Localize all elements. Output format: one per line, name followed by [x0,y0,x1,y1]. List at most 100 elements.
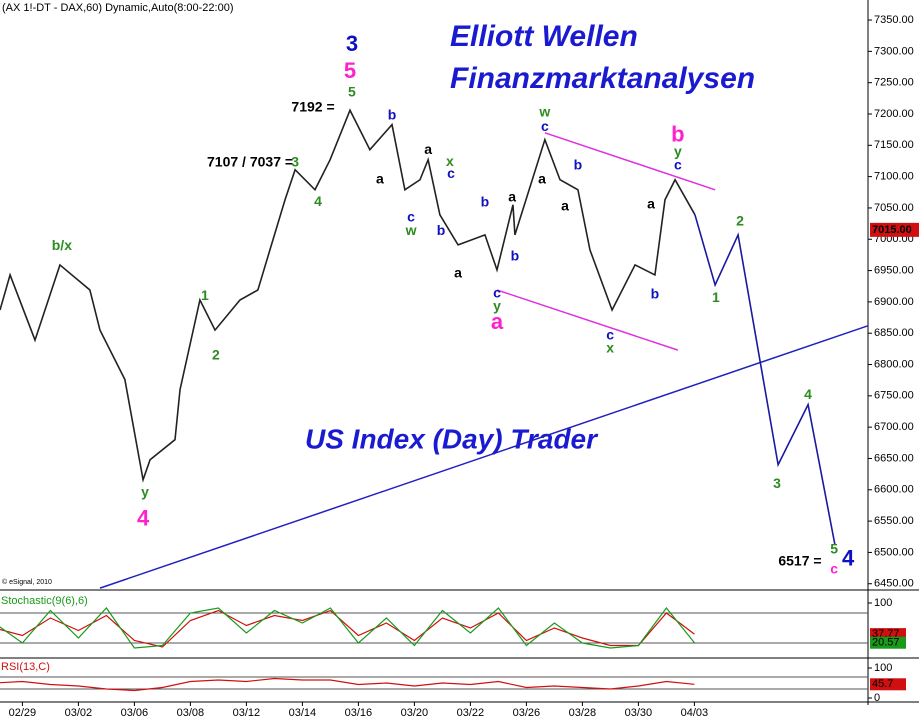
y-tick-label: 6450.00 [874,578,914,590]
series-line [0,677,695,692]
title: Elliott Wellen [450,20,638,53]
wave-label: a [561,197,569,213]
x-tick-label: 03/12 [233,707,261,719]
series-line [694,214,836,546]
wave-label: 3 [346,31,358,56]
wave-label: 4 [314,193,322,209]
wave-label: c [407,209,415,225]
wave-label: a [376,170,384,186]
y-tick-label: 6850.00 [874,327,914,339]
wave-label: 4 [137,506,150,531]
series-line [0,607,695,649]
wave-label: 6517 = [778,553,821,569]
y-tick-label: 7350.00 [874,14,914,26]
y-tick-label: 6800.00 [874,358,914,370]
y-tick-label: 7050.00 [874,202,914,214]
wave-label: b [574,157,583,173]
y-tick-label: 6700.00 [874,421,914,433]
trend-line [544,132,716,191]
wave-label: 3 [291,154,299,170]
wave-label: a [454,264,462,280]
y-tick-label: 6600.00 [874,484,914,496]
value-tag-label: 45.7 [872,678,893,690]
wave-label: c [493,284,501,300]
wave-label: 7107 / 7037 = [207,154,293,170]
wave-label: b [671,122,684,147]
wave-label: b [481,194,490,210]
wave-label: a [424,141,432,157]
wave-label: y [493,298,501,314]
wave-label: w [538,103,550,119]
x-tick-label: 02/29 [9,707,37,719]
value-tag [870,678,906,691]
y-tick-label: 6550.00 [874,515,914,527]
wave-label: x [446,153,454,169]
wave-label: 1 [712,289,720,305]
x-tick-label: 03/28 [569,707,597,719]
value-tag-label: 20.57 [872,637,900,649]
panel-title: Stochastic(9(6),6) [1,595,88,607]
wave-label: c [541,118,549,134]
wave-label: c [447,165,455,181]
price-tag [870,222,919,237]
wave-label: 5 [348,83,356,99]
x-tick-label: 03/20 [401,707,429,719]
x-tick-label: 03/26 [513,707,541,719]
trend-line [99,324,868,589]
wave-label: b [388,107,397,123]
subtitle: Finanzmarktanalysen [450,62,755,95]
wave-label: 2 [736,212,744,228]
x-tick-label: 03/06 [121,707,149,719]
wave-label: 1 [201,287,209,303]
x-tick-label: 03/30 [625,707,653,719]
wave-label: 5 [830,541,838,557]
wave-label: b [437,222,446,238]
credit: © eSignal, 2010 [2,578,52,586]
panel-title: RSI(13,C) [1,661,50,673]
wave-label: 4 [804,386,812,402]
y-tick-label: 7150.00 [874,139,914,151]
header: (AX 1!-DT - DAX,60) Dynamic,Auto(8:00-22… [2,2,234,14]
x-tick-label: 03/22 [457,707,485,719]
price-tag-label: 7015.00 [872,224,912,236]
wave-label: y [674,143,682,159]
trend-line [496,289,679,351]
y-tick-label: 6900.00 [874,296,914,308]
y-tick-label: 7250.00 [874,77,914,89]
wave-label: b [511,247,520,263]
wave-label: 2 [212,346,220,362]
y-tick-label: 6950.00 [874,264,914,276]
y-tick-label: 100 [874,597,892,609]
wave-label: x [606,340,614,356]
wave-label: b/x [52,237,72,253]
wave-label: c [830,561,838,577]
y-tick-label: 100 [874,662,892,674]
x-tick-label: 03/14 [289,707,317,719]
wave-label: b [651,286,660,302]
x-tick-label: 04/03 [681,707,709,719]
wave-label: a [647,196,655,212]
wave-label: 4 [842,546,855,571]
wave-label: 3 [773,475,781,491]
x-tick-label: 03/02 [65,707,93,719]
y-tick-label: 6750.00 [874,390,914,402]
wave-label: 5 [344,58,356,83]
series-line [0,609,695,648]
y-tick-label: 7200.00 [874,108,914,120]
wave-label: 7192 = [291,98,334,114]
wave-label: a [491,309,504,334]
wave-label: c [606,326,614,342]
wave-label: c [674,157,682,173]
plot-area [0,108,868,589]
x-tick-label: 03/16 [345,707,373,719]
x-tick-label: 03/08 [177,707,205,719]
wave-label: w [405,222,417,238]
wave-label: y [141,484,149,500]
y-tick-label: 0 [874,692,880,704]
value-tag [870,636,906,649]
banner: US Index (Day) Trader [305,423,599,454]
y-tick-label: 6500.00 [874,546,914,558]
wave-label: a [538,170,546,186]
